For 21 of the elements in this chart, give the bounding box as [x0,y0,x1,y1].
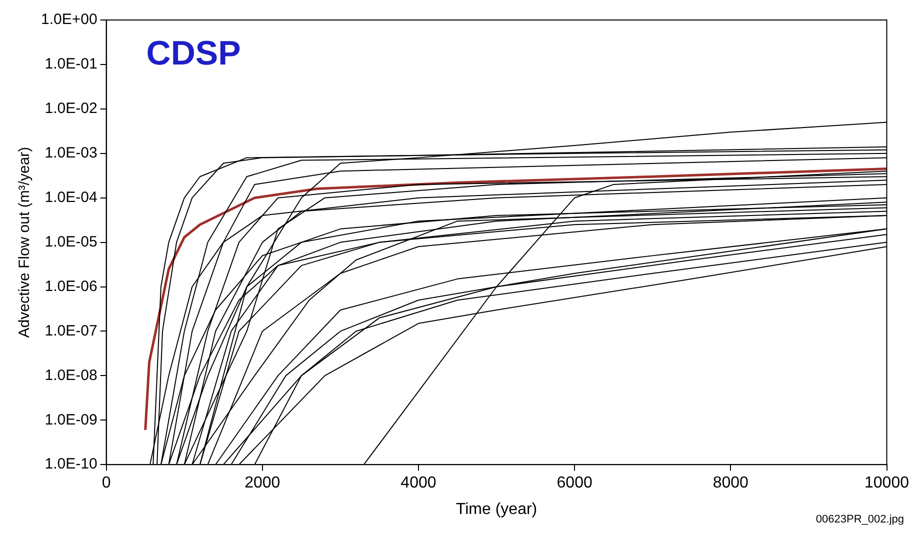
chart-title: CDSP [146,34,241,72]
y-tick-label: 1.0E-04 [44,188,98,206]
y-tick-label: 1.0E-02 [44,100,98,118]
x-tick-label: 0 [102,474,111,492]
y-tick-label: 1.0E-08 [44,366,98,384]
x-tick-label: 2000 [244,474,280,492]
y-tick-label: 1.0E-06 [44,278,98,295]
x-tick-label: 6000 [556,474,592,492]
x-tick-label: 4000 [400,474,436,492]
y-tick-label: 1.0E-07 [44,322,98,340]
x-tick-label: 10000 [864,474,910,492]
x-axis-title: Time (year) [456,500,538,518]
y-axis-title: Advective Flow out (m³/year) [16,146,34,338]
y-tick-label: 1.0E-09 [44,411,98,428]
y-tick-label: 1.0E-10 [44,456,98,473]
text: 00623PR_002.jpg [816,514,904,526]
y-tick-label: 1.0E-05 [44,233,98,250]
x-tick-label: 8000 [712,474,749,492]
y-tick-label: 1.0E+00 [40,11,98,28]
y-tick-label: 1.0E-01 [44,56,98,73]
y-tick-label: 1.0E-03 [44,144,98,162]
